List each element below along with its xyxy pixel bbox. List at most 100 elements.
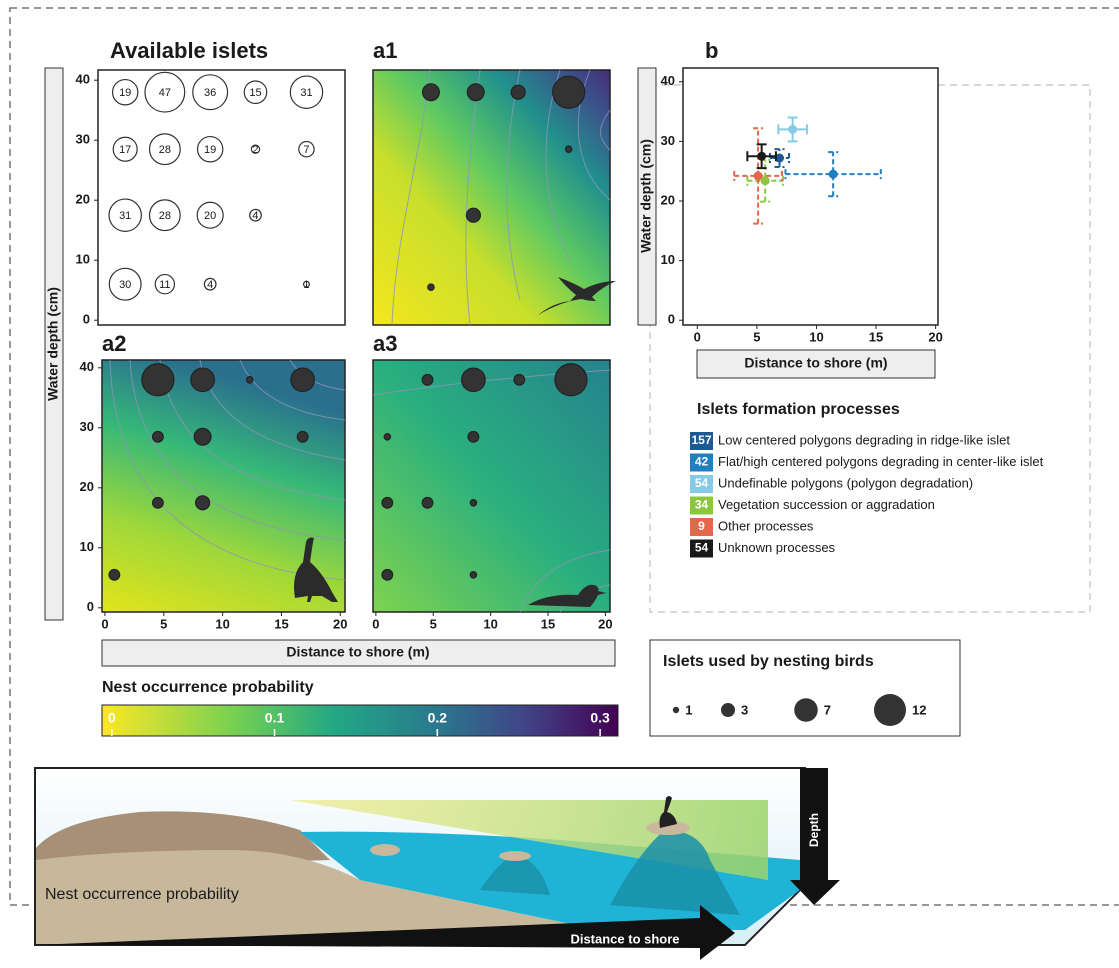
- size-legend-label: 7: [824, 702, 831, 717]
- legend-label: Unknown processes: [718, 540, 836, 555]
- islet-bubble: [554, 363, 588, 397]
- colorbar-title: Nest occurrence probability: [102, 679, 314, 696]
- islet-bubble: [151, 430, 164, 443]
- islet-bubble: [108, 198, 142, 232]
- islet-submerged: [610, 830, 740, 915]
- islet-bubble: [148, 133, 181, 166]
- gull-icon: [538, 277, 616, 315]
- b-y-axis-label: Water depth (cm): [638, 139, 654, 253]
- legend-count: 54: [695, 476, 709, 490]
- y-error-bar: [753, 127, 764, 225]
- islet-bubble: [381, 568, 394, 581]
- panel-title: a1: [373, 38, 397, 63]
- bubble-label: 31: [119, 210, 131, 222]
- loon-icon: [528, 584, 606, 607]
- panel-title: a3: [373, 331, 397, 356]
- x-tick-label: 20: [928, 329, 942, 344]
- x-error-bar: [784, 169, 882, 180]
- islet-bubble: [469, 570, 478, 579]
- islet-bubble: [250, 144, 261, 154]
- legend-swatch: [690, 475, 713, 493]
- size-legend-bubble: [720, 702, 736, 718]
- panel: [372, 359, 611, 613]
- islet-bubble: [141, 363, 175, 397]
- x-tick-label: 0: [101, 616, 108, 631]
- bubble-label: 1: [303, 279, 309, 291]
- legend-label: Low centered polygons degrading in ridge…: [718, 432, 1010, 447]
- colorbar-tick-label: 0: [108, 710, 116, 726]
- bubble-label: 7: [303, 144, 309, 156]
- size-legend-bubble: [794, 698, 818, 722]
- islet-bubble: [196, 135, 224, 163]
- point: [753, 171, 763, 181]
- legend-title: Islets formation processes: [697, 401, 900, 418]
- islet-bubble: [383, 432, 392, 441]
- bubble-label: 17: [119, 144, 131, 156]
- islet-top: [370, 844, 400, 856]
- y-tick-label: 40: [76, 72, 90, 87]
- islet-bubble: [108, 267, 142, 301]
- y-axis-label: Water depth (cm): [45, 287, 61, 401]
- point: [788, 124, 798, 134]
- x-label-box: [101, 639, 616, 667]
- legend-swatch: [690, 496, 713, 515]
- contour-line: [519, 549, 611, 613]
- bubble-label: 11: [159, 279, 170, 291]
- islet-bubble: [196, 201, 224, 229]
- islet-bubble: [461, 367, 486, 393]
- x-tick-label: 10: [809, 329, 823, 344]
- islet-bubble: [290, 367, 315, 393]
- x-tick-label: 15: [274, 616, 288, 631]
- bubble-label: 15: [249, 87, 261, 99]
- depth-arrow-label: Depth: [807, 813, 821, 847]
- panel-title: b: [705, 38, 718, 63]
- y-tick-label: 10: [80, 539, 94, 554]
- colorbar: [101, 704, 619, 737]
- ground: [36, 850, 700, 944]
- islet-bubble: [190, 367, 215, 393]
- y-label-box: [44, 67, 64, 621]
- islet-submerged: [480, 855, 550, 895]
- size-legend-label: 1: [685, 702, 692, 717]
- contour-line: [109, 359, 346, 581]
- b-x-label-box: [696, 349, 936, 379]
- legend-count: 157: [691, 433, 711, 447]
- bubble-label: 19: [119, 87, 131, 99]
- bubble-label: 4: [207, 279, 213, 291]
- colorbar-tick-label: 0.3: [590, 710, 610, 726]
- legend-count: 54: [695, 541, 709, 555]
- bubble-label: 30: [119, 279, 131, 291]
- islet-bubble: [298, 140, 315, 158]
- legend-swatch: [690, 453, 713, 472]
- x-error-bar: [733, 170, 783, 181]
- bubble-label: 31: [300, 87, 312, 99]
- y-tick-label: 0: [83, 312, 90, 327]
- y-tick-label: 20: [80, 479, 94, 494]
- x-tick-label: 20: [598, 616, 612, 631]
- x-tick-label: 5: [160, 616, 167, 631]
- y-tick-label: 30: [80, 419, 94, 434]
- y-tick-label: 10: [661, 252, 675, 267]
- islet-bubble: [381, 496, 394, 509]
- islet-bubble: [111, 78, 139, 106]
- x-tick-label: 10: [483, 616, 497, 631]
- contour-line: [129, 359, 346, 541]
- islet-bubble: [193, 427, 212, 446]
- point: [775, 153, 785, 163]
- y-error-bar: [828, 151, 839, 198]
- x-tick-label: 10: [215, 616, 229, 631]
- islet-bubble: [465, 207, 482, 223]
- islet-bubble: [466, 83, 485, 102]
- legend-swatch: [690, 539, 713, 558]
- islet-bubble: [510, 84, 526, 100]
- x-tick-label: 15: [541, 616, 555, 631]
- distance-arrow-label: Distance to shore: [570, 931, 679, 946]
- islet-bubble: [108, 568, 121, 581]
- goose-icon: [659, 796, 677, 828]
- panel: [682, 67, 939, 326]
- point: [828, 169, 838, 179]
- islet-bubble: [564, 145, 573, 154]
- size-legend-bubble: [672, 706, 680, 714]
